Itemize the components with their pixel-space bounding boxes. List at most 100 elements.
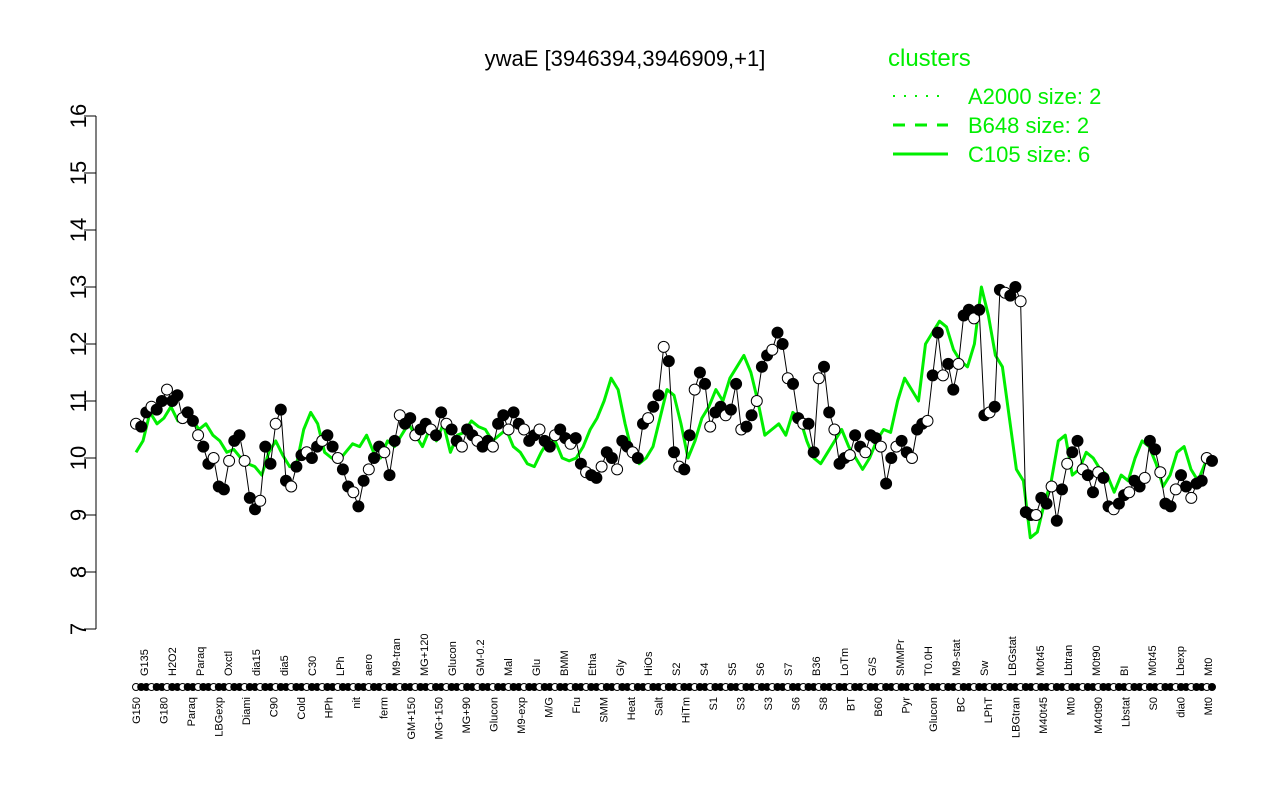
- data-point: [828, 423, 841, 436]
- x-tick-label-top: Glucon: [447, 641, 459, 676]
- data-point: [818, 360, 830, 373]
- data-point: [1030, 509, 1043, 521]
- data-point: [1138, 471, 1151, 484]
- y-tick-label: 11: [66, 390, 91, 413]
- y-tick-label: 16: [66, 104, 91, 128]
- data-point: [497, 409, 510, 422]
- data-point: [647, 400, 660, 413]
- x-tick-label-top: HiOs: [643, 651, 655, 676]
- data-point: [1149, 443, 1162, 456]
- y-tick-label: 8: [66, 566, 91, 578]
- data-point: [533, 423, 546, 436]
- data-point: [1143, 434, 1156, 447]
- data-point: [771, 326, 784, 339]
- x-tick-label-top: Oxctl: [223, 651, 235, 676]
- data-point: [823, 406, 836, 419]
- data-point: [378, 446, 391, 459]
- series-points: [130, 281, 1218, 527]
- x-tick-label-top: Mal: [503, 658, 515, 676]
- data-point: [435, 406, 448, 419]
- data-point: [155, 395, 168, 407]
- x-tick-label-bottom: C90: [268, 697, 280, 717]
- series-line: [134, 285, 1213, 540]
- x-tick-label-bottom: Mt0: [1066, 697, 1078, 715]
- legend-label-c105: C105 size: 6: [968, 142, 1090, 167]
- data-point: [642, 412, 655, 425]
- plot-frame: 7 8 9 10 11 12 13 14 15 16: [66, 104, 97, 635]
- data-point: [1123, 486, 1136, 499]
- y-tick-label: 10: [66, 446, 91, 470]
- data-point: [1169, 483, 1182, 496]
- data-point: [657, 340, 670, 353]
- data-point: [249, 503, 261, 516]
- data-point: [171, 389, 184, 402]
- data-point: [595, 460, 608, 473]
- x-tick-label-top: GM-0.2: [475, 639, 487, 676]
- data-point: [285, 480, 298, 493]
- data-point: [445, 423, 458, 436]
- data-point: [776, 338, 789, 350]
- x-tick-label-top: LPh: [335, 656, 347, 676]
- data-point: [802, 417, 815, 430]
- data-point: [1009, 281, 1022, 293]
- x-tick-label-bottom: Glucon: [928, 697, 940, 732]
- data-point: [880, 477, 893, 490]
- data-point: [1081, 469, 1094, 482]
- x-tick-label-top: Paraq: [195, 647, 207, 676]
- data-point: [305, 452, 318, 464]
- x-tick-label-top: G/S: [867, 657, 879, 676]
- x-tick-label-top: M0t45: [1035, 645, 1047, 676]
- legend-title: clusters: [888, 45, 971, 72]
- data-point: [455, 440, 468, 453]
- data-point: [502, 423, 515, 436]
- data-point: [750, 395, 763, 407]
- x-tick-label-top: S5: [727, 663, 739, 676]
- data-point: [383, 469, 396, 482]
- x-tick-label-bottom: HiTm: [681, 697, 693, 723]
- x-tick-label-top: C30: [307, 656, 319, 676]
- data-point: [352, 500, 365, 513]
- x-tick-label-bottom: Glucon: [488, 697, 500, 732]
- x-tick-label-top: M0t45: [1147, 645, 1159, 676]
- data-point: [859, 446, 872, 459]
- y-tick-label: 13: [66, 275, 91, 299]
- data-point: [254, 494, 267, 507]
- data-point: [937, 369, 949, 382]
- x-tick-label-bottom: G180: [158, 697, 170, 724]
- data-point: [926, 369, 939, 382]
- x-tick-label-top: M0t90: [1091, 645, 1103, 676]
- x-tick-label-bottom: BT: [846, 697, 858, 711]
- data-point: [1097, 471, 1110, 484]
- data-point: [787, 377, 799, 390]
- data-point: [688, 383, 701, 396]
- legend: clusters A2000 size: 2 B648 size: 2 C105…: [888, 45, 1101, 167]
- data-point: [885, 452, 898, 464]
- x-tick-label-top: S7: [783, 663, 795, 676]
- data-point: [404, 412, 417, 425]
- y-tick-label: 12: [66, 332, 91, 356]
- x-tick-label-bottom: LPhT: [983, 697, 995, 724]
- x-tick-label-bottom: Fru: [571, 697, 583, 714]
- x-tick-label-bottom: Heat: [626, 697, 638, 720]
- x-tick-label-top: G135: [139, 649, 151, 676]
- data-point: [699, 377, 711, 390]
- data-point: [745, 409, 758, 422]
- data-point: [1045, 480, 1058, 493]
- data-point: [1133, 480, 1146, 493]
- x-tick-label-bottom: MG+90: [461, 697, 473, 733]
- data-point: [1154, 466, 1167, 479]
- data-point: [223, 454, 236, 467]
- x-tick-label-top: M9-stat: [951, 639, 963, 676]
- data-point: [1087, 486, 1099, 499]
- data-point: [264, 457, 277, 470]
- x-tick-label-bottom: S3: [763, 697, 775, 710]
- x-tick-label-bottom: Salt: [653, 697, 665, 716]
- data-point: [730, 377, 743, 390]
- x-tick-label-top: MG+120: [419, 634, 431, 677]
- data-point: [1164, 500, 1177, 513]
- x-tick-label-bottom: M9-exp: [516, 697, 528, 734]
- x-tick-label-bottom: Pyr: [901, 697, 913, 714]
- data-point: [662, 355, 675, 368]
- x-tick-label-top: Sw: [979, 661, 991, 676]
- x-tick-label-bottom: M40t90: [1093, 697, 1105, 734]
